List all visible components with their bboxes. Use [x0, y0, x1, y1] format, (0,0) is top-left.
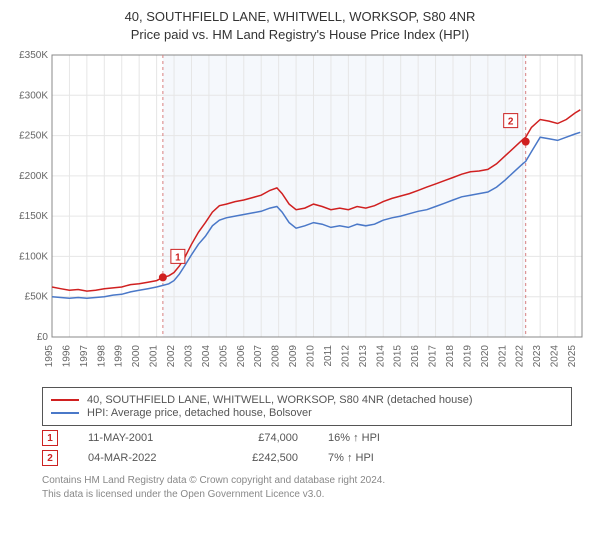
svg-text:£50K: £50K	[25, 292, 49, 303]
svg-text:2009: 2009	[288, 345, 299, 368]
svg-text:2018: 2018	[445, 345, 456, 368]
svg-text:2005: 2005	[218, 345, 229, 368]
transaction-row: 2 04-MAR-2022 £242,500 7% ↑ HPI	[42, 450, 572, 466]
legend-label: HPI: Average price, detached house, Bols…	[87, 407, 312, 419]
legend-item: 40, SOUTHFIELD LANE, WHITWELL, WORKSOP, …	[51, 394, 563, 406]
svg-text:1999: 1999	[114, 345, 125, 368]
svg-text:£0: £0	[37, 332, 49, 343]
transaction-marker: 1	[42, 430, 58, 446]
footer-line2: This data is licensed under the Open Gov…	[42, 488, 572, 502]
legend-swatch	[51, 412, 79, 414]
transaction-price: £242,500	[228, 452, 298, 464]
svg-text:2012: 2012	[340, 345, 351, 368]
svg-text:£300K: £300K	[19, 90, 48, 101]
svg-text:£200K: £200K	[19, 171, 48, 182]
svg-text:£250K: £250K	[19, 131, 48, 142]
svg-text:2023: 2023	[532, 345, 543, 368]
svg-text:2002: 2002	[166, 345, 177, 368]
svg-text:1997: 1997	[79, 345, 90, 368]
svg-text:2020: 2020	[480, 345, 491, 368]
svg-text:2010: 2010	[306, 345, 317, 368]
svg-text:£350K: £350K	[19, 50, 48, 61]
line-chart: £0 £50K £100K £150K £200K £250K £300K £350K 1995…	[6, 49, 594, 379]
svg-text:2019: 2019	[462, 345, 473, 368]
svg-text:2016: 2016	[410, 345, 421, 368]
svg-text:2: 2	[508, 117, 514, 128]
chart-legend: 40, SOUTHFIELD LANE, WHITWELL, WORKSOP, …	[42, 387, 572, 426]
svg-text:1: 1	[175, 252, 181, 263]
chart-title-line2: Price paid vs. HM Land Registry's House …	[6, 26, 594, 44]
legend-swatch	[51, 399, 79, 401]
footer-line1: Contains HM Land Registry data © Crown c…	[42, 474, 572, 488]
svg-text:2015: 2015	[393, 345, 404, 368]
svg-text:£100K: £100K	[19, 252, 48, 263]
svg-text:2024: 2024	[550, 345, 561, 368]
svg-text:2001: 2001	[149, 345, 160, 368]
transaction-marker: 2	[42, 450, 58, 466]
transaction-date: 04-MAR-2022	[88, 452, 198, 464]
svg-text:2007: 2007	[253, 345, 264, 368]
svg-text:2013: 2013	[358, 345, 369, 368]
chart-container: 40, SOUTHFIELD LANE, WHITWELL, WORKSOP, …	[0, 0, 600, 507]
svg-text:1996: 1996	[61, 345, 72, 368]
svg-text:2021: 2021	[497, 345, 508, 368]
chart-footer: Contains HM Land Registry data © Crown c…	[42, 474, 572, 501]
svg-text:£150K: £150K	[19, 211, 48, 222]
svg-text:2017: 2017	[428, 345, 439, 368]
transaction-price: £74,000	[228, 432, 298, 444]
svg-text:2006: 2006	[236, 345, 247, 368]
transaction-row: 1 11-MAY-2001 £74,000 16% ↑ HPI	[42, 430, 572, 446]
legend-label: 40, SOUTHFIELD LANE, WHITWELL, WORKSOP, …	[87, 394, 473, 406]
svg-text:2022: 2022	[515, 345, 526, 368]
transaction-pct: 16% ↑ HPI	[328, 432, 418, 444]
svg-text:1995: 1995	[44, 345, 55, 368]
svg-text:2014: 2014	[375, 345, 386, 368]
transaction-date: 11-MAY-2001	[88, 432, 198, 444]
svg-text:2000: 2000	[131, 345, 142, 368]
svg-text:2025: 2025	[567, 345, 578, 368]
chart-title-line1: 40, SOUTHFIELD LANE, WHITWELL, WORKSOP, …	[6, 8, 594, 26]
svg-text:2008: 2008	[271, 345, 282, 368]
svg-text:2004: 2004	[201, 345, 212, 368]
svg-text:2003: 2003	[183, 345, 194, 368]
svg-text:2011: 2011	[323, 345, 334, 367]
legend-item: HPI: Average price, detached house, Bols…	[51, 407, 563, 419]
svg-text:1998: 1998	[96, 345, 107, 368]
transaction-pct: 7% ↑ HPI	[328, 452, 418, 464]
